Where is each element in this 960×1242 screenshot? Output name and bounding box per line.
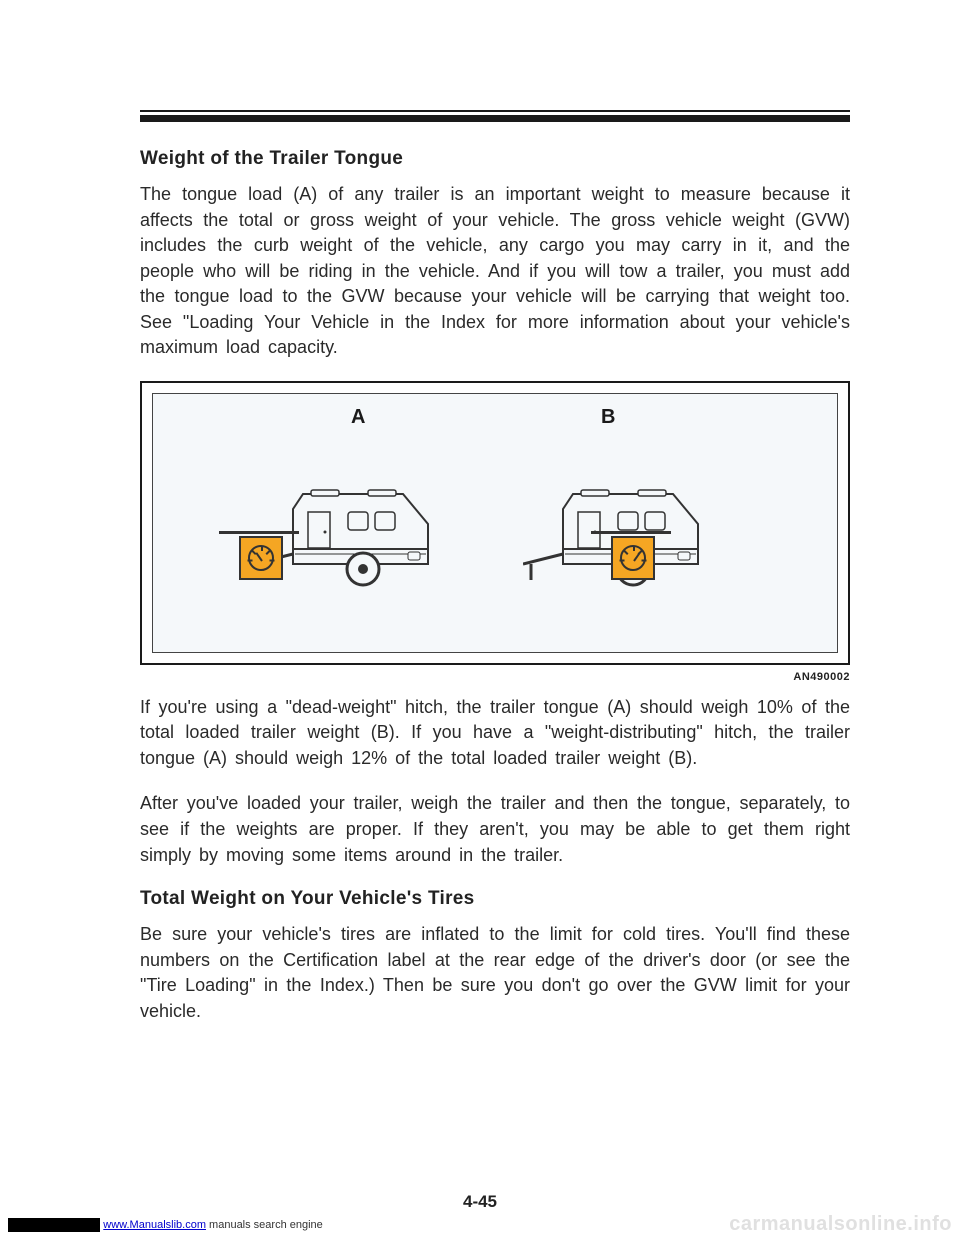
paragraph: If you're using a "dead-weight" hitch, t… <box>140 695 850 772</box>
section-heading: Weight of the Trailer Tongue <box>140 148 850 170</box>
footer-link[interactable]: www.Manualslib.com <box>103 1219 206 1231</box>
section-heading: Total Weight on Your Vehicle's Tires <box>140 888 850 910</box>
figure-label-b: B <box>601 406 615 429</box>
figure-inner-frame: A B <box>152 393 838 653</box>
footer-tagline: manuals search engine <box>209 1219 323 1231</box>
figure-outer-frame: A B <box>140 381 850 665</box>
page-number: 4-45 <box>463 1192 497 1212</box>
trailer-a-svg <box>253 454 463 624</box>
trailer-a <box>253 454 463 629</box>
rule-thin <box>140 110 850 112</box>
figure-id: AN490002 <box>140 671 850 683</box>
manual-page: Weight of the Trailer Tongue The tongue … <box>0 0 960 1242</box>
paragraph: Be sure your vehicle's tires are inflate… <box>140 922 850 1024</box>
redacted-label: Downloaded from <box>8 1218 100 1232</box>
rule-thick <box>140 115 850 122</box>
paragraph: After you've loaded your trailer, weigh … <box>140 791 850 868</box>
figure-label-a: A <box>351 406 365 429</box>
paragraph: The tongue load (A) of any trailer is an… <box>140 182 850 361</box>
watermark: carmanualsonline.info <box>729 1213 952 1236</box>
page-footer: Downloaded from www.Manualslib.com manua… <box>0 1219 960 1236</box>
footer-source: Downloaded from www.Manualslib.com manua… <box>8 1219 323 1231</box>
trailer-b <box>523 454 733 629</box>
